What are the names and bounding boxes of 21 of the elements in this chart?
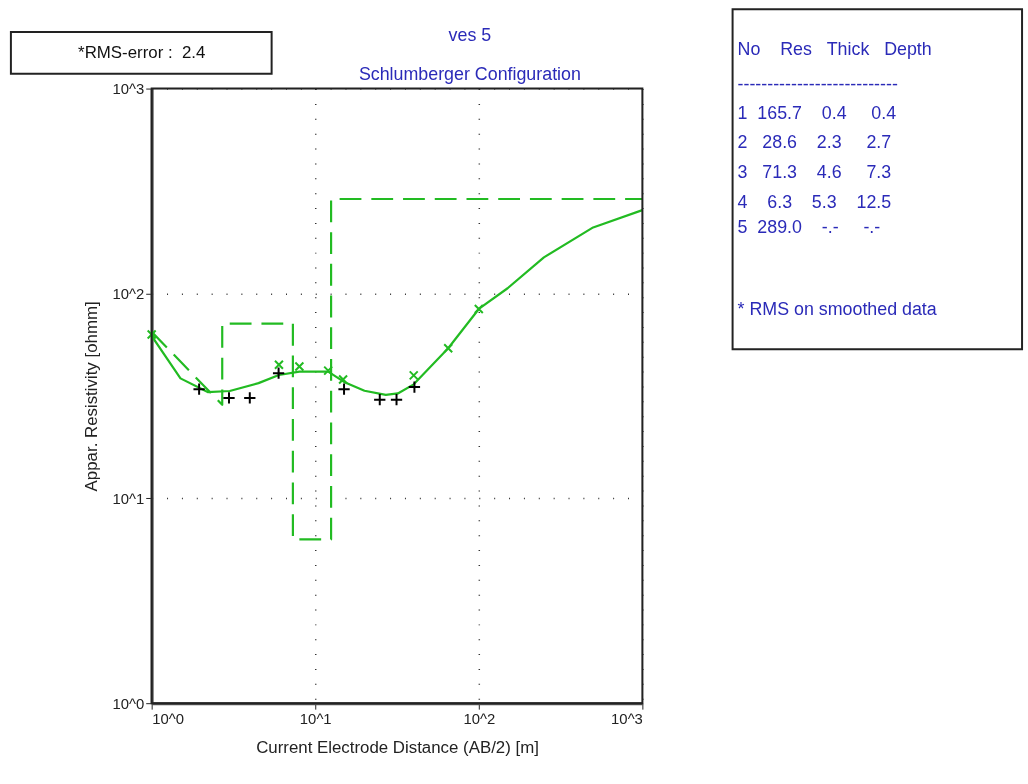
y-tick-label: 10^0 <box>112 695 145 712</box>
chart-title: ves 5 <box>448 24 492 45</box>
text: *RMS-error : 2.4 <box>78 42 206 62</box>
text: --------------------------- <box>737 73 898 94</box>
y-axis-title: Appar. Resistivity [ohmm] <box>81 301 101 492</box>
y-tick-label: 10^2 <box>112 285 145 302</box>
text: No Res Thick Depth <box>737 38 932 59</box>
text: 3 71.3 4.6 7.3 <box>737 161 892 182</box>
x-tick-label: 10^1 <box>299 710 332 727</box>
text: 4 6.3 5.3 12.5 <box>737 191 892 212</box>
text: 5 289.0 -.- -.- <box>737 217 881 238</box>
chart-subtitle: Schlumberger Configuration <box>358 63 581 84</box>
y-tick-label: 10^1 <box>112 490 145 507</box>
x-tick-label: 10^2 <box>463 710 496 727</box>
x-tick-label: 10^0 <box>152 710 184 727</box>
x-axis-title: Current Electrode Distance (AB/2) [m] <box>256 738 539 758</box>
text: 2 28.6 2.3 2.7 <box>737 132 892 153</box>
text: 1 165.7 0.4 0.4 <box>737 103 897 124</box>
x-tick-label: 10^3 <box>611 710 643 727</box>
y-tick-label: 10^3 <box>112 81 145 98</box>
text: * RMS on smoothed data <box>737 298 937 319</box>
